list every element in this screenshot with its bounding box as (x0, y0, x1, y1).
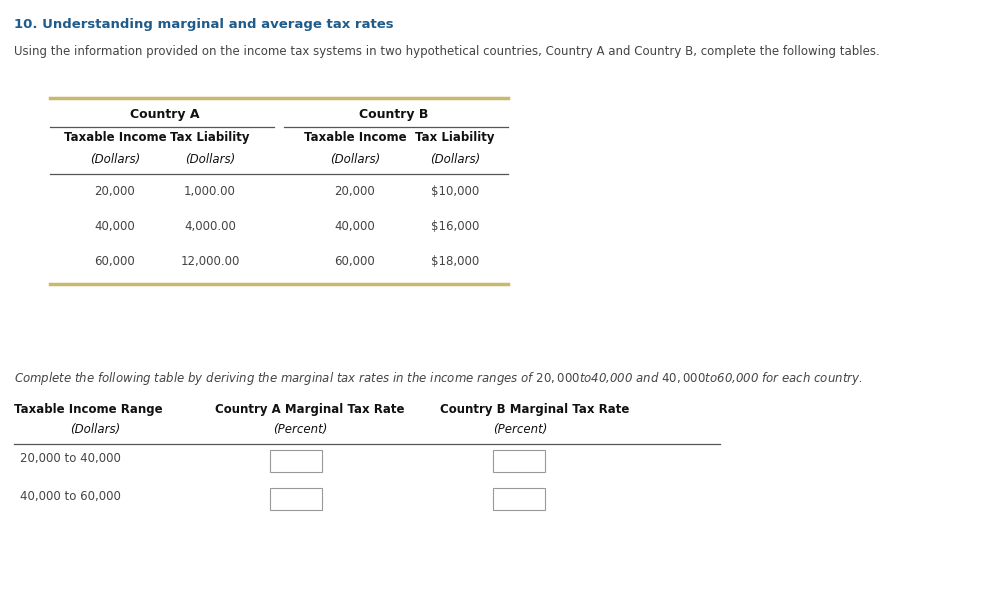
Text: 60,000: 60,000 (94, 255, 135, 268)
Text: $16,000: $16,000 (431, 220, 479, 233)
Bar (270, 488, 322, 510)
Text: Country A Marginal Tax Rate: Country A Marginal Tax Rate (215, 403, 405, 416)
Text: 12,000.00: 12,000.00 (180, 255, 239, 268)
Text: 20,000: 20,000 (94, 185, 135, 198)
Text: $10,000: $10,000 (431, 185, 479, 198)
Text: (Percent): (Percent) (273, 423, 328, 436)
Bar (493, 450, 545, 472)
Text: Taxable Income: Taxable Income (64, 131, 166, 144)
Text: Country B: Country B (359, 108, 428, 121)
Text: 40,000: 40,000 (335, 220, 376, 233)
Text: (Dollars): (Dollars) (330, 153, 380, 166)
Text: 60,000: 60,000 (335, 255, 376, 268)
Text: (Dollars): (Dollars) (185, 153, 235, 166)
Text: 40,000: 40,000 (94, 220, 135, 233)
Bar (493, 488, 545, 510)
Text: Country B Marginal Tax Rate: Country B Marginal Tax Rate (440, 403, 629, 416)
Text: (Dollars): (Dollars) (70, 423, 120, 436)
Text: (Percent): (Percent) (493, 423, 547, 436)
Text: 40,000 to 60,000: 40,000 to 60,000 (20, 490, 121, 503)
Text: 20,000: 20,000 (335, 185, 376, 198)
Text: Taxable Income: Taxable Income (304, 131, 407, 144)
Text: Taxable Income Range: Taxable Income Range (14, 403, 162, 416)
Text: 1,000.00: 1,000.00 (184, 185, 235, 198)
Text: (Dollars): (Dollars) (430, 153, 480, 166)
Text: Complete the following table by deriving the marginal tax rates in the income ra: Complete the following table by deriving… (14, 370, 863, 387)
Text: 4,000.00: 4,000.00 (184, 220, 235, 233)
Text: Tax Liability: Tax Liability (415, 131, 495, 144)
Text: Tax Liability: Tax Liability (170, 131, 249, 144)
Text: 20,000 to 40,000: 20,000 to 40,000 (20, 452, 121, 465)
Text: Using the information provided on the income tax systems in two hypothetical cou: Using the information provided on the in… (14, 45, 880, 58)
Text: Country A: Country A (129, 108, 199, 121)
Bar (270, 450, 322, 472)
Text: $18,000: $18,000 (431, 255, 479, 268)
Text: 10. Understanding marginal and average tax rates: 10. Understanding marginal and average t… (14, 18, 394, 31)
Text: (Dollars): (Dollars) (90, 153, 140, 166)
